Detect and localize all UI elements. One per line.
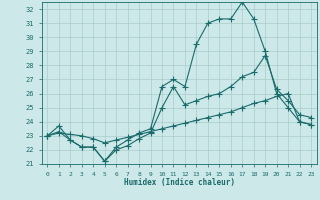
X-axis label: Humidex (Indice chaleur): Humidex (Indice chaleur) (124, 178, 235, 187)
